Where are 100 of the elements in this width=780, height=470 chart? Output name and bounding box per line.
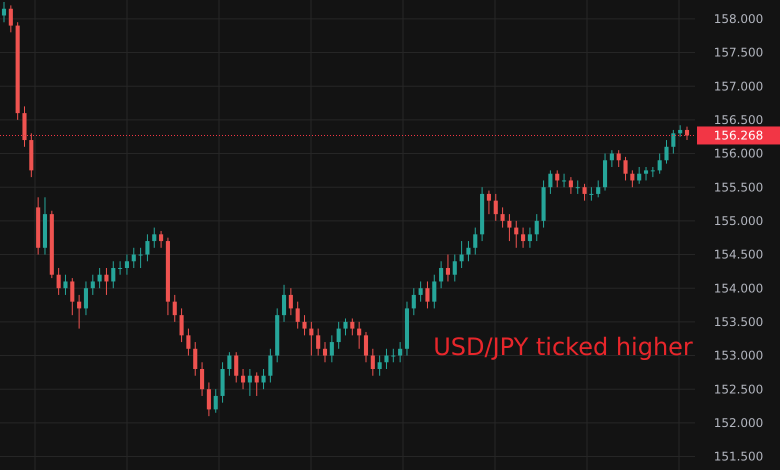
candlestick — [350, 318, 354, 336]
y-tick-label: 152.500 — [714, 382, 764, 396]
candlestick — [610, 150, 614, 168]
y-tick-label: 152.000 — [714, 416, 764, 430]
candlestick — [63, 274, 68, 296]
candlestick — [678, 124, 682, 138]
candlestick — [432, 274, 436, 309]
candlestick — [494, 193, 498, 222]
candlestick — [562, 173, 566, 188]
candlestick — [378, 355, 382, 376]
candlestick — [234, 352, 238, 383]
candlestick — [322, 342, 328, 363]
candlestick — [90, 274, 95, 296]
candlestick — [384, 348, 389, 370]
candlestick — [104, 267, 108, 296]
candlestick — [398, 342, 402, 363]
y-tick-label: 153.500 — [714, 315, 764, 330]
y-tick-label: 158.000 — [714, 12, 764, 26]
candlestick — [8, 4, 13, 33]
candlestick — [486, 190, 491, 215]
candlestick — [268, 348, 272, 383]
candlestick — [391, 348, 396, 363]
candlestick — [282, 284, 286, 322]
candlestick — [684, 126, 690, 141]
candlestick — [159, 230, 164, 248]
candlestick — [452, 254, 457, 282]
candlestick — [576, 180, 580, 194]
candlestick — [671, 129, 676, 154]
candlestick — [241, 368, 246, 390]
y-tick-label: 155.500 — [714, 180, 764, 194]
candlestick — [111, 260, 116, 289]
candlestick — [316, 328, 320, 356]
candlestick — [124, 254, 129, 276]
candlestick — [138, 247, 143, 268]
candlestick — [98, 267, 102, 289]
candlestick — [309, 321, 314, 356]
candlestick — [514, 220, 518, 248]
candlestick — [152, 227, 156, 248]
candlestick — [521, 227, 526, 248]
y-tick-label: 156.000 — [714, 146, 764, 161]
y-tick-label: 157.500 — [714, 46, 764, 60]
candlestick — [637, 166, 642, 184]
candlestick — [568, 176, 573, 194]
candlestick — [555, 170, 560, 188]
candlestick — [650, 166, 655, 178]
y-tick-label: 154.000 — [714, 281, 764, 296]
candlestick — [357, 321, 362, 350]
candlestick — [330, 334, 334, 363]
candlestick — [446, 254, 450, 282]
candlestick — [630, 170, 634, 188]
candlestick — [623, 156, 628, 181]
candlestick — [77, 294, 82, 330]
candlestick — [214, 388, 218, 414]
candlestick — [412, 288, 416, 316]
candlestick — [180, 308, 184, 343]
candlestick — [2, 2, 6, 23]
candlestick — [473, 227, 478, 256]
y-tick-label: 154.500 — [714, 248, 764, 262]
candlestick — [589, 186, 594, 202]
candlestick — [302, 314, 307, 336]
candlestick — [418, 280, 423, 302]
candlestick — [582, 183, 587, 202]
candlestick — [616, 150, 621, 168]
candlestick — [439, 260, 444, 289]
candlestick — [364, 331, 368, 363]
ref-line-label: 156.268 — [714, 128, 764, 143]
candlestick — [460, 240, 464, 268]
candlestick — [172, 294, 177, 322]
candlestick — [370, 348, 375, 376]
candlestick — [425, 280, 430, 309]
candlestick — [193, 342, 198, 376]
y-tick-label: 155.000 — [714, 214, 764, 228]
candlestick — [336, 321, 341, 350]
y-tick-label: 157.000 — [714, 79, 764, 94]
annotation: USD/JPY ticked higher — [433, 333, 693, 361]
candlestick — [206, 382, 211, 417]
candlestick — [466, 240, 470, 262]
candlestick — [118, 260, 122, 276]
candlestick — [343, 318, 348, 336]
candlestick — [200, 362, 204, 396]
candlestick — [596, 180, 600, 198]
candlestick — [658, 153, 662, 174]
candlestick — [664, 140, 669, 164]
candlestick — [227, 352, 232, 376]
candlestick — [548, 170, 552, 194]
candlestick — [500, 206, 505, 228]
y-tick-label: 151.500 — [714, 450, 764, 464]
candlestick — [534, 214, 539, 242]
candlestick — [132, 247, 136, 268]
candlestick — [84, 280, 88, 316]
candlestick — [296, 301, 300, 330]
candlestick — [145, 234, 150, 262]
candlestick — [56, 267, 61, 296]
candlestick — [528, 227, 532, 248]
candlestick — [248, 368, 252, 396]
y-tick-label: 156.500 — [714, 113, 764, 128]
candlestick — [186, 328, 190, 356]
candlestick — [70, 278, 74, 316]
candlestick — [254, 372, 259, 396]
candlestick — [507, 214, 512, 242]
